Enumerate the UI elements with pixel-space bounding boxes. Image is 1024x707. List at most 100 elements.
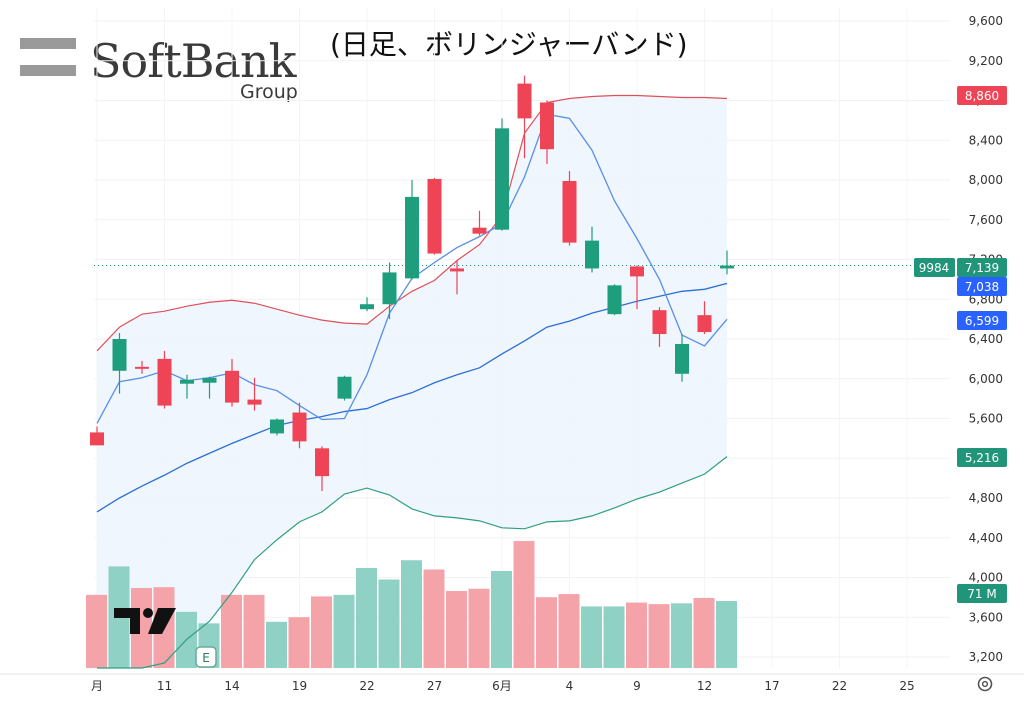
volume-bar — [716, 601, 737, 668]
volume-tag: 71 M — [957, 584, 1007, 603]
candle-body — [247, 399, 262, 405]
candle-body — [90, 432, 104, 446]
volume-bar — [288, 617, 310, 668]
subtitle-text: (日足、ボリンジャーバンド) — [330, 28, 688, 61]
candle-body — [450, 268, 464, 272]
upper-band-line — [96, 94, 728, 352]
candle-body — [652, 310, 667, 335]
candle-body — [112, 339, 127, 371]
x-axis: 月 11 14 19 22 27 6月 4 9 12 17 22 25 — [0, 673, 1024, 693]
candle-body — [405, 196, 419, 279]
x-tick-label: 17 — [764, 679, 779, 693]
volume-bar — [446, 591, 467, 668]
y-tick-label: 3,600 — [969, 610, 1003, 624]
x-tick-label: 11 — [157, 679, 172, 693]
volume-tag-text: 71 M — [967, 587, 996, 601]
volume-bar — [243, 594, 265, 668]
ma-tag-text: 7,038 — [965, 280, 999, 294]
candle-body — [337, 376, 352, 399]
volume-bar — [648, 604, 670, 668]
x-tick-label: 22 — [359, 679, 374, 693]
upper-band-tag: 8,860 — [957, 86, 1007, 105]
candle-body — [562, 180, 577, 243]
volume-bar — [671, 603, 692, 668]
symbol-tag-text: 9984 — [919, 261, 950, 275]
x-tick-label: 25 — [899, 679, 914, 693]
volume-bar — [423, 569, 445, 668]
upper-band-tag-text: 8,860 — [965, 89, 999, 103]
y-tick-label: 5,600 — [969, 412, 1003, 426]
candle-body — [630, 266, 644, 277]
volume-bar — [266, 621, 287, 668]
volume-bar — [86, 594, 107, 668]
volume-bar — [333, 594, 355, 668]
candle-body — [382, 272, 397, 305]
last-price-tag: 7,139 — [957, 258, 1007, 277]
subtitle-svg: (日足、ボリンジャーバンド) — [330, 28, 688, 61]
candle-body — [517, 83, 532, 119]
candles — [90, 75, 734, 492]
y-tick-label: 9,600 — [969, 14, 1003, 28]
candle-body — [472, 227, 487, 234]
volume-bar — [378, 579, 400, 668]
middle-band-tag-text: 6,599 — [965, 314, 999, 328]
volume-bar — [356, 567, 377, 668]
lower-band-tag: 5,216 — [957, 448, 1007, 467]
middle-band-line — [96, 282, 728, 513]
y-tick-label: 6,400 — [969, 332, 1003, 346]
x-tick-label: 4 — [566, 679, 574, 693]
tradingview-logo-icon — [114, 608, 176, 634]
volume-bar — [131, 587, 152, 668]
candle-body — [180, 379, 194, 384]
candle-body — [427, 179, 442, 254]
logo-sub-text: Group — [240, 81, 298, 103]
candle-body — [540, 102, 554, 150]
y-axis: 3,2003,6004,0004,4004,8005,2005,6006,000… — [969, 14, 1003, 664]
candle-body — [135, 366, 149, 369]
y-tick-label: 8,000 — [969, 173, 1003, 187]
candle-body — [270, 419, 284, 434]
x-tick-label: 月 — [91, 679, 103, 693]
earnings-badge-label: E — [202, 651, 210, 665]
y-tick-label: 4,800 — [969, 491, 1003, 505]
settings-gear-icon[interactable] — [977, 676, 993, 692]
x-tick-label: 22 — [832, 679, 847, 693]
logo-bar-bottom — [20, 65, 76, 76]
y-tick-label: 4,000 — [969, 571, 1003, 585]
candle-body — [360, 304, 374, 310]
candle-body — [495, 128, 509, 230]
y-tick-label: 4,400 — [969, 531, 1003, 545]
volume-bar — [221, 594, 242, 668]
volume-bar — [581, 606, 602, 668]
lower-band-line — [97, 456, 728, 669]
x-tick-label: 6月 — [492, 679, 512, 693]
candle-body — [202, 377, 217, 383]
y-tick-label: 7,600 — [969, 213, 1003, 227]
candle-body — [315, 448, 329, 477]
volume-bar — [401, 560, 422, 668]
symbol-tag: 9984 — [914, 258, 955, 277]
volume-bar — [536, 597, 557, 668]
volume-bars — [86, 541, 737, 668]
volume-bar — [558, 594, 580, 668]
logo-bar-top — [20, 38, 76, 49]
y-tick-label: 8,400 — [969, 133, 1003, 147]
candle-body — [607, 285, 622, 315]
volume-bar — [513, 541, 535, 668]
x-tick-label: 14 — [224, 679, 239, 693]
candle-body — [225, 370, 239, 403]
y-tick-label: 9,200 — [969, 54, 1003, 68]
volume-bar — [603, 606, 625, 668]
volume-bar — [693, 597, 715, 668]
x-tick-label: 27 — [427, 679, 442, 693]
last-price-tag-text: 7,139 — [965, 261, 999, 275]
candle-body — [720, 265, 734, 269]
candle-body — [157, 358, 172, 406]
volume-bar — [311, 596, 332, 668]
ma-tag: 7,038 — [957, 277, 1007, 296]
x-tick-label: 9 — [633, 679, 641, 693]
lower-band-tag-text: 5,216 — [965, 451, 999, 465]
earnings-badge[interactable]: E — [195, 646, 217, 668]
candle-body — [292, 412, 307, 442]
